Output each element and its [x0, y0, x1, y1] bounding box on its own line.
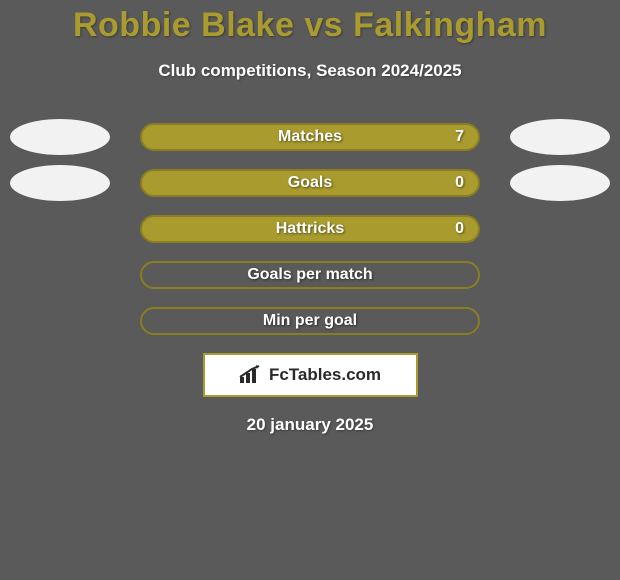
avatar-right — [510, 119, 610, 155]
stats-chart: Matches 7 Goals 0 Hattricks 0 Goals per match M… — [0, 123, 620, 337]
avatar-left — [10, 119, 110, 155]
stat-value: 0 — [455, 174, 464, 192]
source-text: FcTables.com — [269, 365, 381, 385]
stat-label: Goals — [288, 174, 332, 192]
stat-bar: Goals per match — [140, 261, 480, 289]
stat-label: Hattricks — [276, 220, 344, 238]
stat-label: Goals per match — [247, 266, 372, 284]
stat-value: 0 — [455, 220, 464, 238]
stat-label: Matches — [278, 128, 342, 146]
avatar-right — [510, 165, 610, 201]
stat-bar: Hattricks 0 — [140, 215, 480, 243]
stat-bar: Min per goal — [140, 307, 480, 335]
stat-row: Goals 0 — [0, 169, 620, 199]
date-text: 20 january 2025 — [0, 415, 620, 435]
source-badge: FcTables.com — [203, 353, 418, 397]
chart-icon — [239, 365, 263, 385]
stat-bar: Goals 0 — [140, 169, 480, 197]
avatar-left — [10, 165, 110, 201]
stat-bar: Matches 7 — [140, 123, 480, 151]
page-title: Robbie Blake vs Falkingham — [0, 0, 620, 45]
stat-value: 7 — [455, 128, 464, 146]
stat-row: Goals per match — [0, 261, 620, 291]
subtitle: Club competitions, Season 2024/2025 — [0, 61, 620, 81]
stat-row: Matches 7 — [0, 123, 620, 153]
comparison-card: Robbie Blake vs Falkingham Club competit… — [0, 0, 620, 580]
stat-row: Hattricks 0 — [0, 215, 620, 245]
stat-row: Min per goal — [0, 307, 620, 337]
stat-label: Min per goal — [263, 312, 357, 330]
